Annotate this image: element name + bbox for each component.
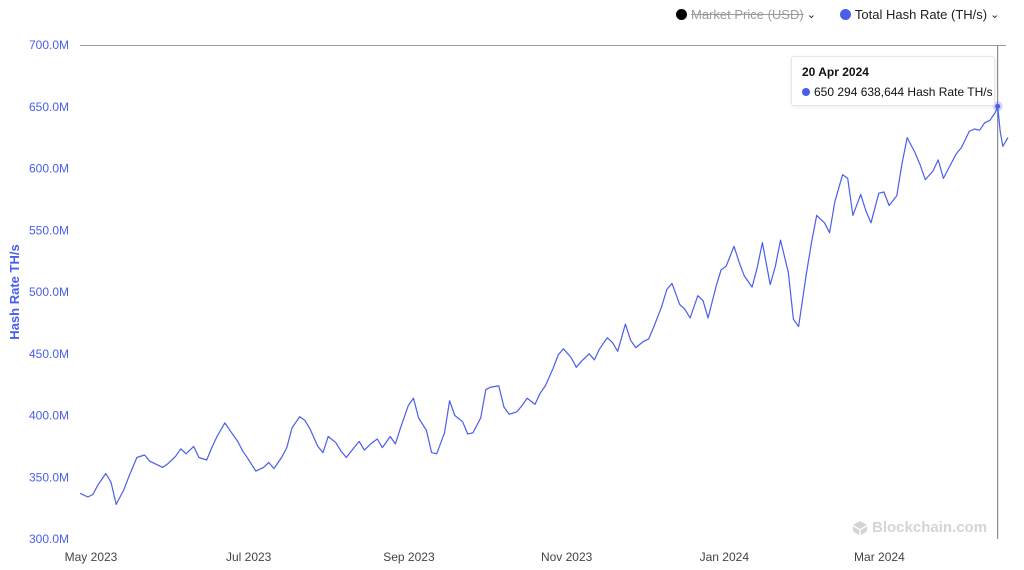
watermark-text: Blockchain.com (872, 519, 988, 536)
x-tick-label: Nov 2023 (541, 550, 593, 564)
chart-legend: Market Price (USD) ⌄ Total Hash Rate (TH… (676, 4, 999, 24)
highlight-point[interactable] (995, 103, 1001, 109)
tooltip-date: 20 Apr 2024 (802, 65, 869, 79)
y-tick-label: 550.0M (29, 223, 69, 237)
chevron-down-icon[interactable]: ⌄ (990, 8, 1000, 21)
x-tick-label: Jan 2024 (700, 550, 750, 564)
y-tick-label: 400.0M (29, 409, 69, 423)
watermark: Blockchain.com (852, 519, 987, 536)
x-tick-label: Mar 2024 (854, 550, 905, 564)
market-price-dot-icon (676, 8, 687, 20)
x-tick-label: Sep 2023 (383, 550, 435, 564)
y-tick-label: 500.0M (29, 285, 69, 299)
hash-rate-series-line[interactable] (79, 105, 1009, 505)
legend-label-market-price: Market Price (USD) (691, 6, 804, 22)
hash-rate-dot-icon (839, 8, 851, 20)
y-tick-label: 700.0M (29, 38, 69, 52)
tooltip-value: 650 294 638,644 Hash Rate TH/s (814, 85, 993, 99)
y-tick-label: 650.0M (29, 100, 69, 114)
tooltip-value-row: 650 294 638,644 Hash Rate TH/s (802, 85, 993, 99)
y-tick-label: 350.0M (29, 470, 69, 484)
series-dot-icon (802, 88, 810, 96)
chart-tooltip: 20 Apr 2024 650 294 638,644 Hash Rate TH… (791, 56, 995, 106)
y-tick-label: 600.0M (29, 162, 69, 176)
legend-label-hash-rate: Total Hash Rate (TH/s) (854, 6, 988, 22)
legend-item-hash-rate[interactable]: Total Hash Rate (TH/s) ⌄ (839, 6, 1000, 22)
x-tick-label: Jul 2023 (226, 550, 272, 564)
blockchain-logo-icon (853, 520, 867, 535)
legend-item-market-price[interactable]: Market Price (USD) ⌄ (676, 7, 816, 22)
x-tick-label: May 2023 (65, 550, 118, 564)
chevron-down-icon[interactable]: ⌄ (806, 8, 816, 21)
y-tick-label: 300.0M (29, 532, 69, 546)
y-axis-title: Hash Rate TH/s (7, 244, 22, 339)
y-tick-label: 450.0M (29, 347, 69, 361)
